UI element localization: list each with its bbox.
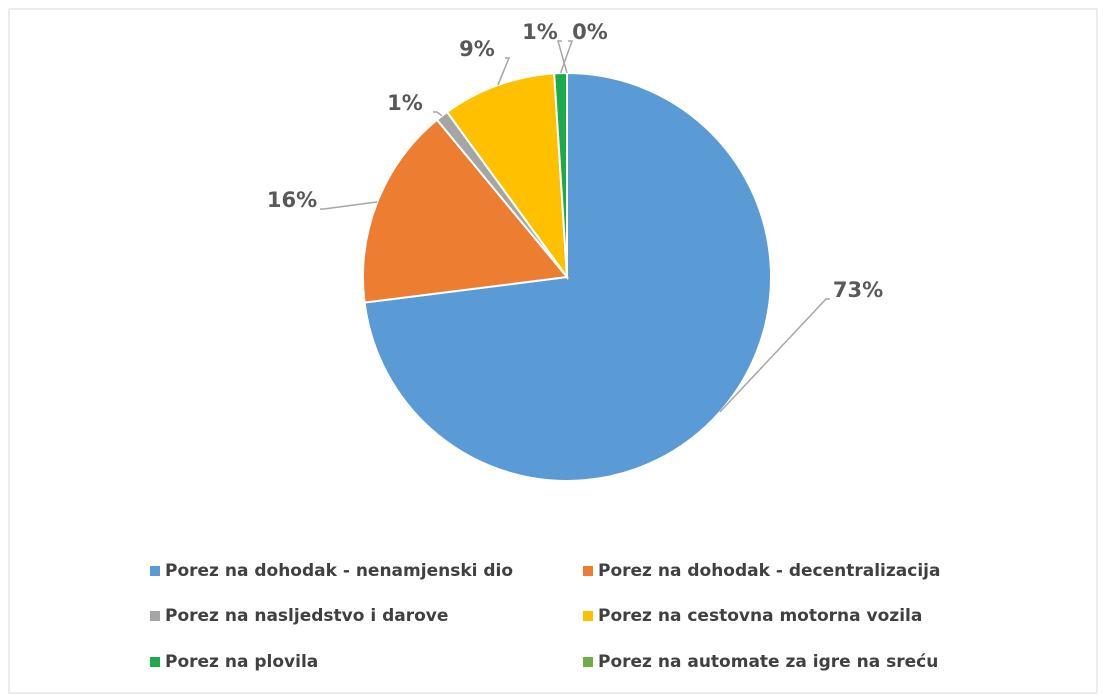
legend-label: Porez na nasljedstvo i darove — [165, 606, 448, 626]
leader-line — [497, 57, 511, 86]
legend-label: Porez na dohodak - decentralizacija — [598, 561, 940, 581]
leader-line — [557, 40, 568, 74]
legend-label: Porez na plovila — [165, 652, 318, 672]
legend-swatch — [583, 611, 593, 621]
data-label: 1% — [387, 91, 423, 115]
data-label: 0% — [572, 20, 608, 44]
pie-slice — [445, 72, 569, 281]
legend-label: Porez na cestovna motorna vozila — [598, 606, 922, 626]
data-label: 1% — [522, 20, 558, 44]
data-label: 9% — [459, 37, 495, 61]
legend-label: Porez na dohodak - nenamjenski dio — [165, 561, 513, 581]
legend-swatch — [150, 566, 160, 576]
legend-label: Porez na automate za igre na sreću — [598, 652, 938, 672]
legend-swatch — [150, 657, 160, 667]
legend-swatch — [583, 566, 593, 576]
legend-swatch — [583, 657, 593, 667]
pie-slice — [362, 118, 569, 304]
leader-line — [320, 201, 378, 210]
legend-swatch — [150, 611, 160, 621]
data-label: 73% — [833, 278, 883, 302]
leader-line — [719, 298, 830, 413]
leader-line — [433, 111, 443, 117]
data-label: 16% — [267, 188, 317, 212]
